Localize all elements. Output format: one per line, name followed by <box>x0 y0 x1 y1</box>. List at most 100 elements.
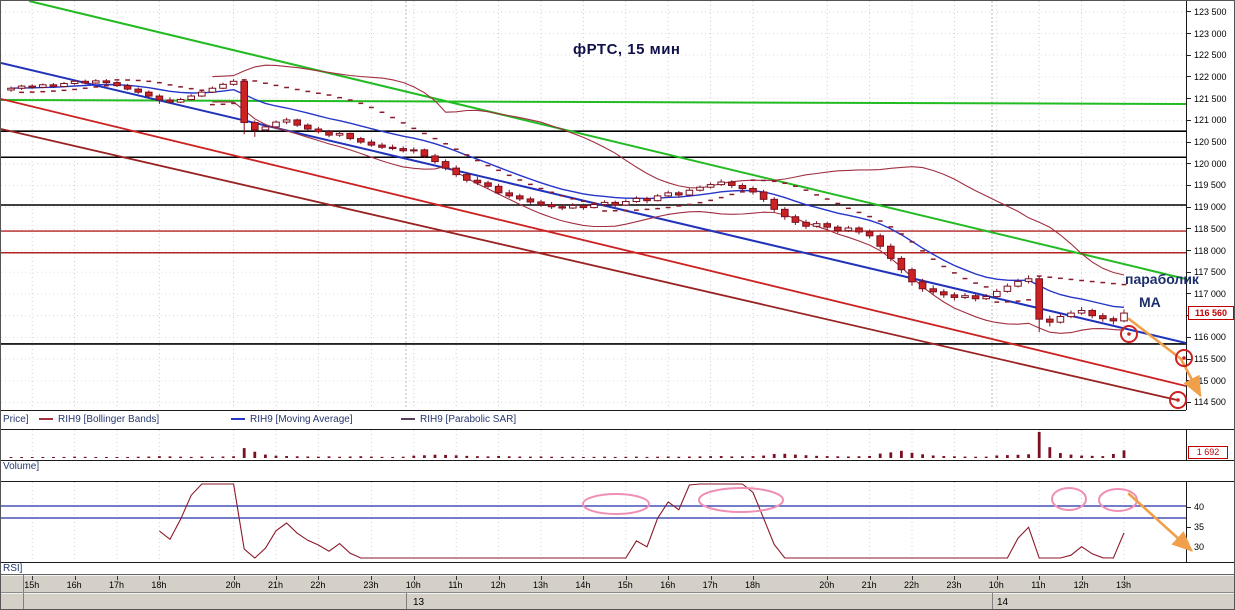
candle <box>1088 308 1097 319</box>
price-axis-label: 119 000 <box>1194 202 1226 213</box>
volume-panel[interactable] <box>1 429 1186 461</box>
volume-bar <box>465 455 469 458</box>
legend-item-parabolic-sar[interactable]: RIH9 [Parabolic SAR] <box>401 414 516 425</box>
candle <box>1046 315 1054 327</box>
price-axis-label: 117 000 <box>1194 288 1226 299</box>
time-axis-tick <box>827 576 829 580</box>
volume-bar <box>306 456 310 458</box>
price-axis-tick <box>1187 250 1191 252</box>
candle <box>7 86 15 92</box>
volume-bar <box>380 456 384 458</box>
volume-bar <box>942 456 946 458</box>
price-panel[interactable]: фРТС, 15 мин <box>1 1 1187 411</box>
time-axis-label: 23h <box>363 580 379 590</box>
time-axis-tick <box>117 576 118 580</box>
candle <box>685 188 694 196</box>
volume-bar <box>1048 447 1052 458</box>
price-axis-tick <box>1187 206 1191 208</box>
candle <box>547 201 556 209</box>
candle <box>993 288 1001 298</box>
time-axis-bar[interactable]: 15h 16h 17h 18h 20h 21h 22h 23h 10h 11h 12h 13h 14h 1… <box>1 574 1234 593</box>
time-axis-label: 22h <box>310 580 326 590</box>
candle <box>113 81 121 87</box>
candle <box>706 182 715 189</box>
axis-corner-divider <box>23 575 24 593</box>
price-axis-tick <box>1187 228 1191 230</box>
time-axis-label: 21h <box>268 580 284 590</box>
volume-bar <box>688 456 691 458</box>
rsi-panel-label: RSI] <box>3 563 23 574</box>
candles-group <box>7 79 1128 333</box>
candle <box>229 79 238 86</box>
rsi-label-row: RSI] <box>1 563 201 575</box>
legend-item-bollinger[interactable]: RIH9 [Bollinger Bands] <box>39 414 159 425</box>
bollinger-lower-line <box>212 101 1125 334</box>
volume-bar <box>30 457 34 458</box>
candle <box>664 190 673 198</box>
volume-bar <box>582 456 585 458</box>
price-axis-label: 119 500 <box>1194 180 1226 191</box>
price-axis-label: 115 000 <box>1194 375 1226 386</box>
volume-bar <box>794 454 797 458</box>
volume-bar <box>974 456 977 458</box>
candle <box>420 148 429 159</box>
price-axis-tick <box>1187 33 1191 35</box>
candle <box>823 221 832 230</box>
candle <box>865 229 874 239</box>
rsi-panel[interactable] <box>1 481 1186 563</box>
volume-bar <box>221 456 225 458</box>
volume-plot-svg[interactable] <box>1 430 1186 458</box>
time-axis-label: 17h <box>702 580 718 590</box>
time-axis-label: 14h <box>575 580 591 590</box>
time-axis-label: 10h <box>988 580 1004 590</box>
legend-item-parabolic-sar-label: RIH9 [Parabolic SAR] <box>420 414 517 425</box>
price-axis-tick <box>1187 54 1191 56</box>
candle <box>918 278 927 292</box>
volume-bar <box>83 456 87 458</box>
volume-bars-group <box>9 431 1126 458</box>
candle <box>505 189 513 199</box>
price-axis-label: 115 500 <box>1194 354 1226 365</box>
volume-bar <box>762 455 765 458</box>
volume-bar <box>783 453 787 458</box>
volume-bar <box>953 456 956 458</box>
volume-axis: 1 692 <box>1186 429 1234 461</box>
candle <box>431 153 439 164</box>
candle <box>357 136 365 144</box>
volume-bar <box>295 456 299 458</box>
price-axis-label: 122 000 <box>1194 71 1227 82</box>
volume-bar <box>656 456 659 458</box>
price-axis-label: 117 500 <box>1194 267 1226 278</box>
candle <box>1120 309 1128 323</box>
price-plot-svg[interactable] <box>1 1 1187 409</box>
volume-bar <box>1006 455 1009 458</box>
legend-item-moving-average[interactable]: RIH9 [Moving Average] <box>231 414 353 425</box>
volume-bar <box>454 455 458 458</box>
time-axis-tick <box>869 576 871 580</box>
volume-bar <box>635 456 638 458</box>
time-axis-label: 13h <box>533 580 549 590</box>
rsi-axis-tick <box>1187 546 1191 548</box>
legend-panel-label: Price] <box>3 414 29 425</box>
volume-bar <box>507 456 511 458</box>
rsi-plot-svg[interactable] <box>1 482 1186 560</box>
volume-bar <box>94 457 98 458</box>
price-axis-tick <box>1187 163 1191 165</box>
volume-bar <box>751 456 755 458</box>
candle <box>452 165 460 177</box>
volume-bar <box>539 456 543 458</box>
candle <box>1024 275 1033 284</box>
volume-panel-label: Volume] <box>3 461 40 472</box>
time-axis-tick <box>1081 576 1083 580</box>
time-axis-label: 10h <box>405 580 421 590</box>
candle <box>484 180 492 189</box>
date-axis-bar[interactable]: 13 14 <box>1 592 1234 609</box>
candle <box>70 79 79 85</box>
green-horizontal <box>1 99 1187 105</box>
date-label: 14 <box>997 597 1009 608</box>
moving-average-color-swatch-icon <box>231 418 245 421</box>
price-axis-tick <box>1187 293 1191 295</box>
time-axis-label: 21h <box>861 580 877 590</box>
